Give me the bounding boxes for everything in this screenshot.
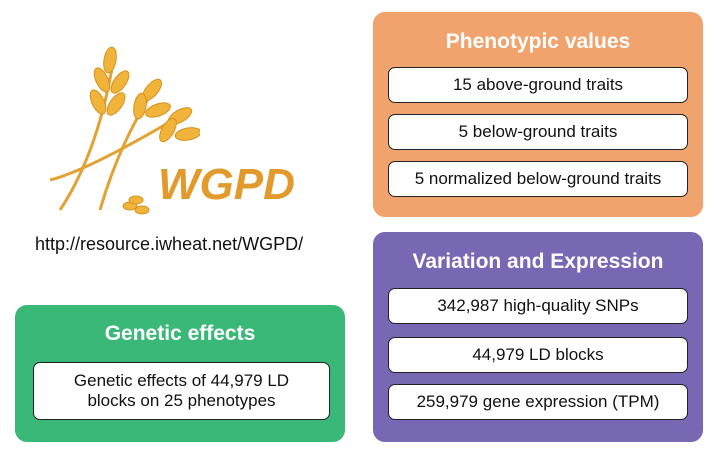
url: http://resource.iwheat.net/WGPD/	[35, 234, 304, 254]
panel-title: Phenotypic values	[445, 30, 631, 53]
genetic-panel: Genetic effects Genetic effects of 44,97…	[15, 305, 345, 442]
phenotypic-panel: Phenotypic values 15 above-ground traits…	[373, 12, 703, 217]
panel-item: 15 above-ground traits	[388, 67, 688, 103]
panel-item: Genetic effects of 44,979 LD blocks on 2…	[33, 362, 330, 420]
panel-item: 44,979 LD blocks	[388, 337, 688, 373]
panel-title: Genetic effects	[104, 322, 256, 345]
logo-text: WGPD	[158, 160, 295, 209]
wheat-icon	[49, 46, 200, 215]
panel-title: Variation and Expression	[412, 250, 664, 273]
panel-item: 259,979 gene expression (TPM)	[388, 384, 688, 420]
panel-item: 5 normalized below-ground traits	[388, 161, 688, 197]
panel-item: 5 below-ground traits	[388, 114, 688, 150]
panel-item: 342,987 high-quality SNPs	[388, 288, 688, 324]
variation-panel: Variation and Expression 342,987 high-qu…	[373, 232, 703, 442]
